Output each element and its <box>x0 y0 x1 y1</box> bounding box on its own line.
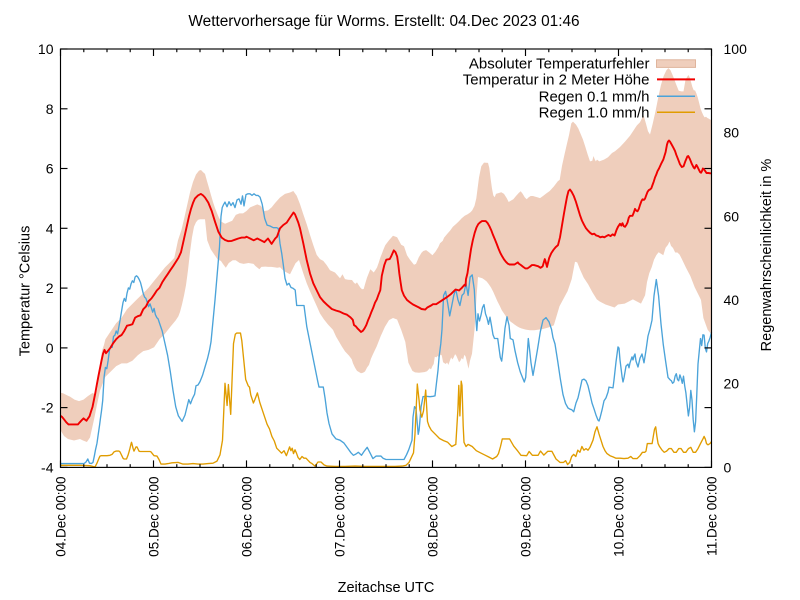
svg-text:Wettervorhersage für Worms. Er: Wettervorhersage für Worms. Erstellt: 04… <box>188 13 579 30</box>
svg-text:07.Dec 00:00: 07.Dec 00:00 <box>332 477 347 557</box>
svg-text:Regenwahrscheinlichkeit in %: Regenwahrscheinlichkeit in % <box>759 159 775 352</box>
svg-text:09.Dec 00:00: 09.Dec 00:00 <box>518 477 533 557</box>
svg-text:Temperatur °Celsius: Temperatur °Celsius <box>18 226 34 357</box>
svg-text:20: 20 <box>724 376 740 392</box>
svg-text:11.Dec 00:00: 11.Dec 00:00 <box>704 477 719 556</box>
svg-text:80: 80 <box>724 125 740 141</box>
svg-text:4: 4 <box>46 220 54 236</box>
svg-text:-4: -4 <box>41 459 54 475</box>
svg-text:Regen 1.0 mm/h: Regen 1.0 mm/h <box>539 105 650 122</box>
svg-text:06.Dec 00:00: 06.Dec 00:00 <box>239 477 254 557</box>
svg-text:05.Dec 00:00: 05.Dec 00:00 <box>146 477 161 557</box>
svg-text:Regen 0.1 mm/h: Regen 0.1 mm/h <box>539 89 650 106</box>
svg-text:100: 100 <box>724 41 748 57</box>
svg-text:8: 8 <box>46 101 54 117</box>
svg-text:-2: -2 <box>41 400 54 416</box>
svg-text:10.Dec 00:00: 10.Dec 00:00 <box>611 477 626 557</box>
svg-text:0: 0 <box>724 459 732 475</box>
svg-text:08.Dec 00:00: 08.Dec 00:00 <box>425 477 440 557</box>
svg-text:6: 6 <box>46 161 54 177</box>
svg-text:0: 0 <box>46 340 54 356</box>
svg-text:60: 60 <box>724 208 740 224</box>
svg-text:04.Dec 00:00: 04.Dec 00:00 <box>53 477 68 557</box>
svg-text:Absoluter Temperaturfehler: Absoluter Temperaturfehler <box>469 56 650 73</box>
svg-text:2: 2 <box>46 280 54 296</box>
svg-text:Temperatur in 2 Meter Höhe: Temperatur in 2 Meter Höhe <box>463 72 650 89</box>
svg-text:Zeitachse UTC: Zeitachse UTC <box>338 580 435 596</box>
svg-text:40: 40 <box>724 292 740 308</box>
svg-text:10: 10 <box>38 41 54 57</box>
